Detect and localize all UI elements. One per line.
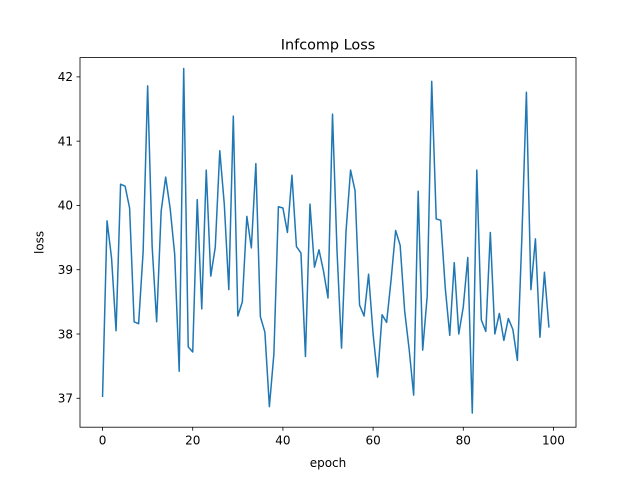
x-tick-label: 0 [99,434,107,448]
y-tick-label: 41 [58,134,73,148]
y-tick-label: 40 [58,199,73,213]
plot-area [101,67,550,414]
x-axis-ticks: 0 20 40 60 80 100 [99,427,565,448]
y-axis-label: loss [33,231,47,254]
x-tick-label: 20 [185,434,200,448]
y-tick-label: 37 [58,392,73,406]
y-tick-label: 39 [58,263,73,277]
loss-series-line [101,67,550,414]
x-tick-label: 80 [456,434,471,448]
axes-frame [79,57,577,428]
x-tick-label: 40 [275,434,290,448]
x-tick-label: 60 [365,434,380,448]
x-axis-label: epoch [310,456,347,470]
y-tick-label: 42 [58,70,73,84]
x-tick-label: 100 [542,434,565,448]
chart-title: Infcomp Loss [281,38,375,54]
y-axis-ticks: 37 38 39 40 41 42 [58,70,80,406]
y-tick-label: 38 [58,327,73,341]
